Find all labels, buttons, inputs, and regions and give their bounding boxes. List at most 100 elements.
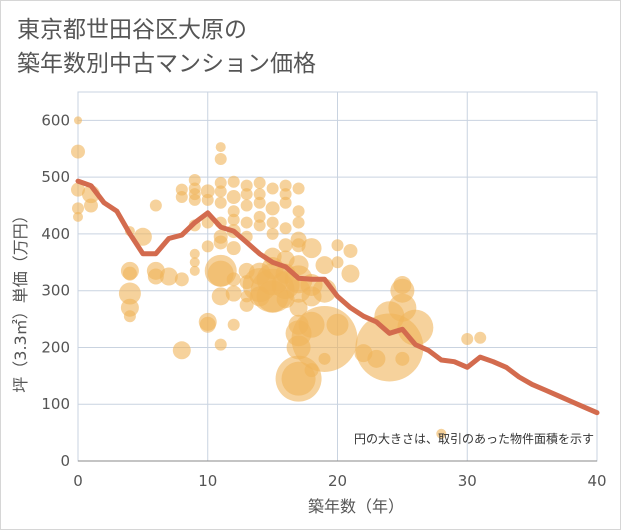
y-tick-labels: 0 100 200 300 400 500 600 [41,111,70,470]
bubble-point [266,182,279,195]
bubble-point [240,179,253,192]
bubble-point [214,196,227,209]
bubble-point [214,176,227,189]
x-tick-label: 20 [328,472,347,490]
bubble-point [266,216,279,229]
bubble-point [239,275,254,290]
bubble-point [367,349,386,368]
bubble-point [388,293,417,322]
bubble-point [240,199,253,212]
bubble-point [279,222,292,235]
bubble-point [159,267,178,286]
bubble-point [474,331,487,344]
bubble-point [395,351,410,366]
bubble-point [249,286,270,307]
bubble-point [276,290,295,309]
grid [77,91,598,462]
x-tick-label: 0 [73,472,83,490]
y-tick-label: 0 [60,452,70,470]
bubble-point [292,182,305,195]
bubble-point [286,335,311,360]
chart-title-line2: 築年数別中古マンション価格 [17,51,316,77]
bubble-point [123,310,136,323]
bubble-point [225,285,242,302]
bubble-point [301,238,322,259]
bubble-point [215,142,226,153]
bubble-point [436,428,447,439]
average-price-line [75,178,600,416]
bubble-point [331,256,344,269]
bubble-point [265,201,280,216]
bubble-point [318,352,331,365]
bubble-point [226,241,241,256]
bubble-point [266,227,279,240]
bubble-point [253,196,266,209]
bubble-point [240,290,253,303]
y-tick-label: 200 [41,338,70,356]
x-tick-label: 30 [458,472,477,490]
bubble-point [188,173,201,186]
bubble-point [199,316,216,333]
bubble-point [238,262,255,279]
bubble-point [149,199,162,212]
bubble-point [71,144,85,159]
bubble-point [253,188,266,201]
y-tick-label: 100 [41,395,70,413]
bubble-point [239,297,254,312]
bubble-point [147,268,164,285]
bubble-point [289,298,308,317]
bubble-point [73,211,83,222]
bubble-point [304,363,319,378]
x-axis-label: 築年数（年） [308,497,404,516]
x-tick-label: 10 [198,472,217,490]
bubble-point [288,314,309,335]
bubble-point [326,313,349,336]
bubble-point [279,188,292,201]
bubble-point [315,256,334,275]
bubble-point [201,240,214,253]
x-tick-labels: 0 10 20 30 40 [73,472,606,490]
bubble-point [331,239,344,252]
bubble-point [253,176,266,189]
bubble-point [214,152,227,165]
y-axis-label: 坪（3.3㎡）単価（万円） [11,207,30,392]
bubble-point [83,198,98,213]
y-tick-label: 400 [41,225,70,243]
bubble-point [292,205,305,218]
bubble-point [201,193,214,206]
bubble-point [189,248,200,259]
bubble-point [240,188,253,201]
bubble-point [253,210,266,223]
bubble-point [172,341,191,360]
bubble-point [120,298,139,317]
bubble-layer [71,116,487,439]
bubble-point [301,286,322,307]
y-tick-label: 600 [41,111,70,129]
size-note: 円の大きさは、取引のあった物件面積を示す [354,431,594,446]
x-tick-label: 40 [587,472,606,490]
bubble-point [74,116,82,125]
bubble-point [189,265,200,276]
bubble-point [118,282,141,305]
bubble-point [175,191,188,204]
bubble-point [227,213,240,226]
y-tick-label: 500 [41,168,70,186]
bubble-point [214,338,227,351]
bubble-point [393,276,412,295]
bubble-point [189,257,200,268]
bubble-point [133,227,152,246]
bubble-point [122,266,137,281]
bubble-point [214,185,227,198]
bubble-point [226,190,241,205]
bubble-point [240,216,253,229]
bubble-point [211,287,230,306]
bubble-point [188,193,201,206]
y-tick-label: 300 [41,282,70,300]
bubble-point [343,243,358,258]
bubble-point [72,202,84,215]
bubble-point [227,175,240,188]
chart-title: 東京都世田谷区大原の 築年数別中古マンション価格 [17,13,316,81]
chart-title-line1: 東京都世田谷区大原の [17,17,247,43]
